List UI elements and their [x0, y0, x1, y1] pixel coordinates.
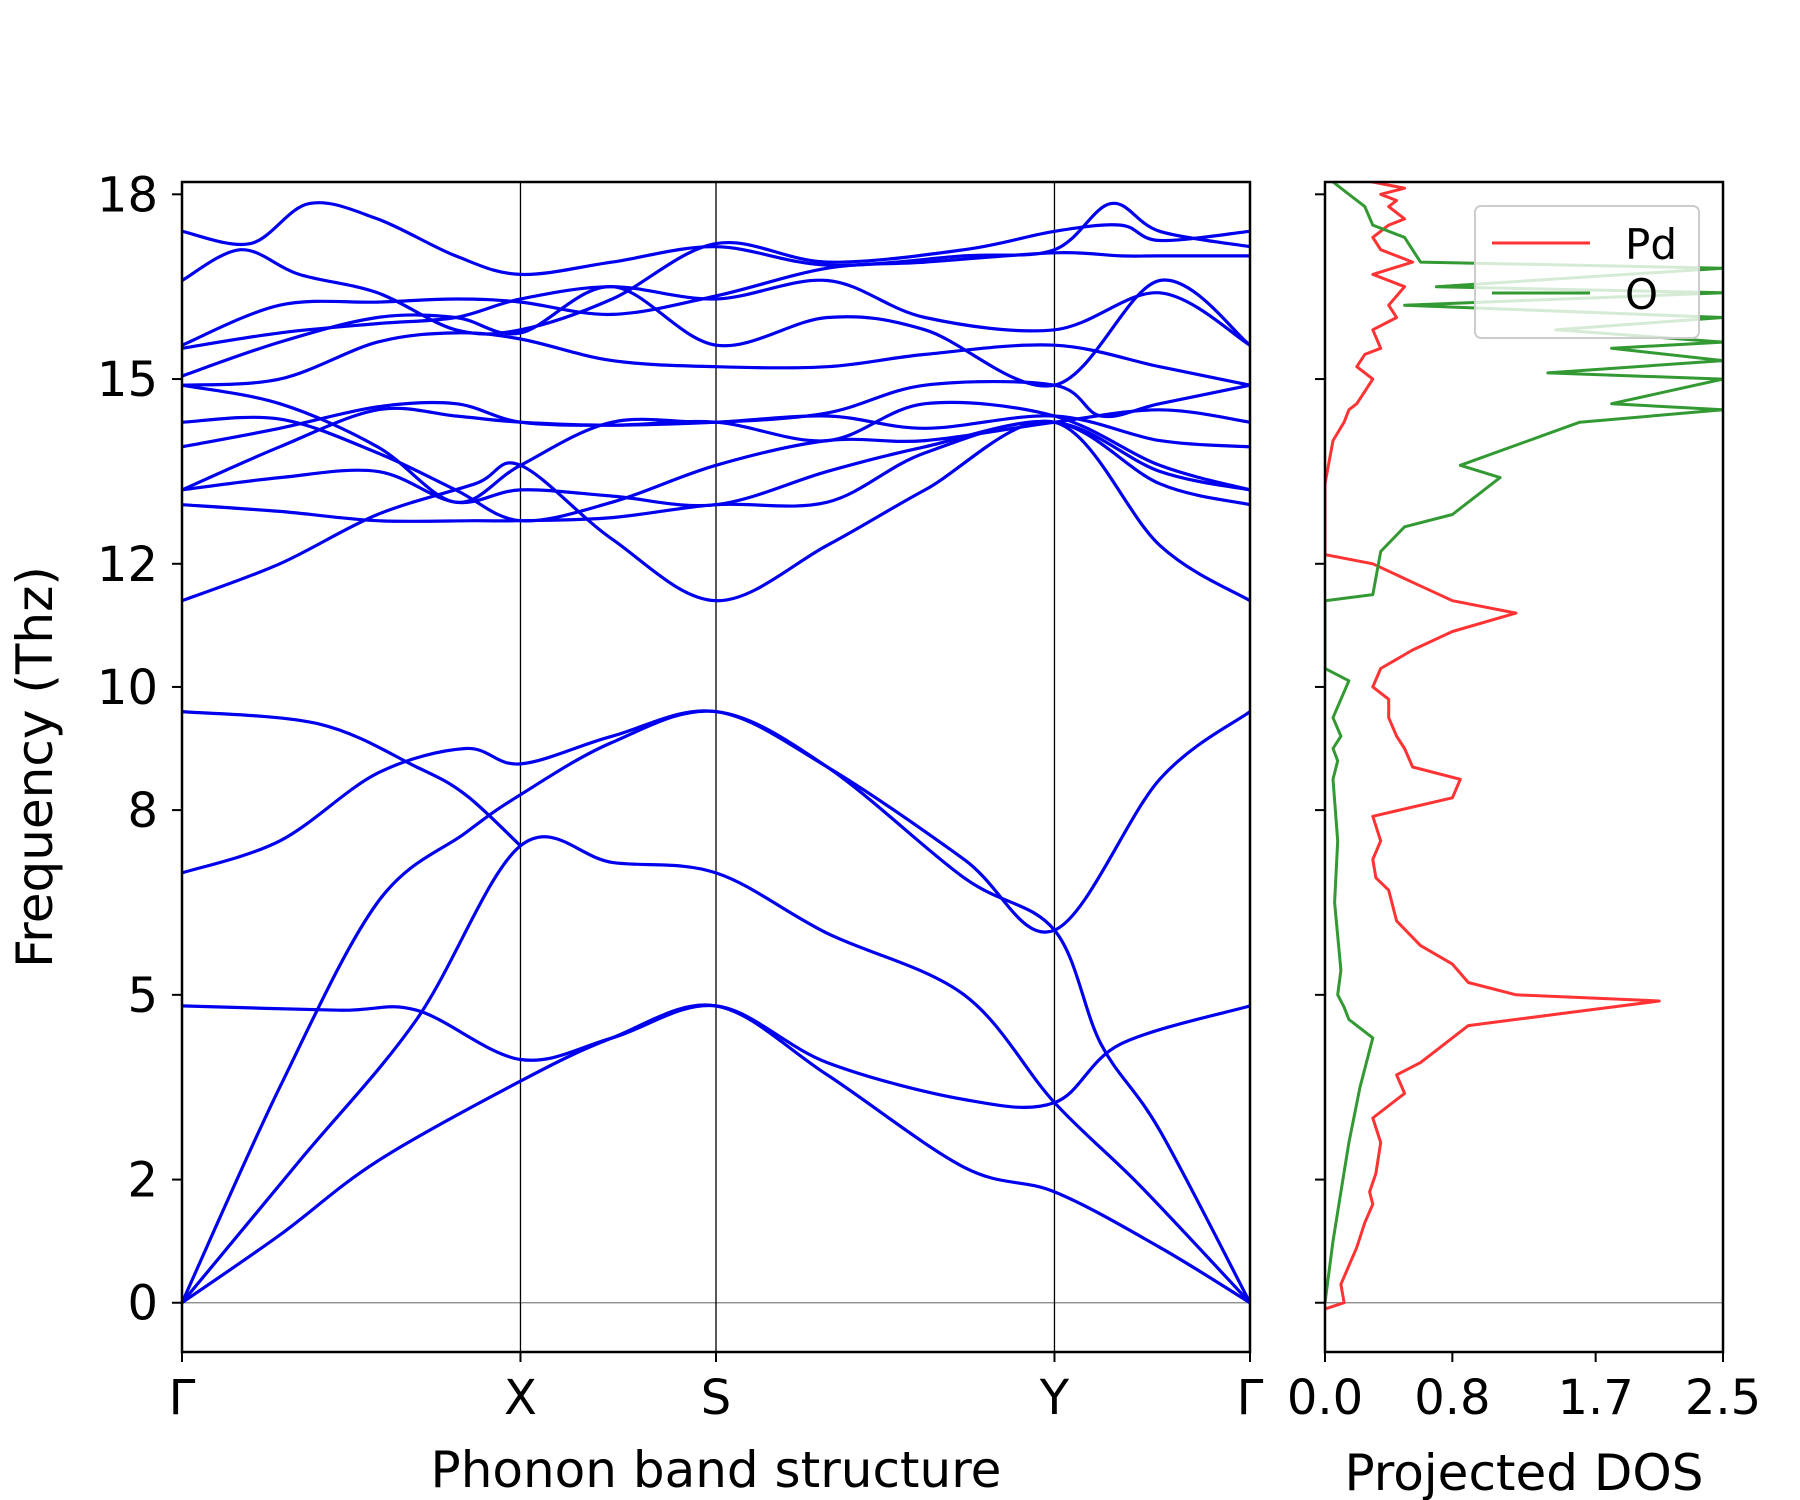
- band-ytick-label: 15: [97, 352, 158, 408]
- band-lines: [180, 201, 1252, 1305]
- band-line-2: [180, 835, 1252, 1304]
- band-line-14: [181, 331, 1251, 387]
- kpoint-label: S: [701, 1370, 731, 1426]
- legend-label-o: O: [1625, 270, 1658, 319]
- band-line-4: [181, 1003, 1251, 1110]
- band-ytick-label: 18: [97, 167, 158, 223]
- band-ytick-label: 0: [127, 1276, 158, 1332]
- legend-frame: [1474, 205, 1700, 339]
- high-symmetry-lines: [519, 182, 1056, 1352]
- band-line-6: [181, 710, 522, 847]
- kpoint-label: X: [504, 1370, 537, 1426]
- dos-axes-frame: [1323, 180, 1725, 1354]
- band-y-ticks: 0 2 5 8 10 12 15 18: [97, 167, 182, 1332]
- kpoint-label: Γ: [169, 1370, 196, 1426]
- band-line-19: [181, 201, 1251, 277]
- dos-xtick-label: 1.7: [1557, 1370, 1633, 1426]
- band-line-18: [181, 223, 1251, 336]
- band-ytick-label: 5: [127, 968, 158, 1024]
- dos-xtick-label: 0.0: [1287, 1370, 1363, 1426]
- dos-lines: [1325, 182, 1723, 1311]
- dos-xlabel: Projected DOS: [1344, 1444, 1703, 1500]
- band-ylabel: Frequency (Thz): [6, 566, 64, 968]
- dos-xtick-label: 0.8: [1414, 1370, 1490, 1426]
- band-line-16: [181, 278, 1251, 388]
- band-xlabel: Phonon band structure: [431, 1441, 1002, 1499]
- legend-label-pd: Pd: [1625, 220, 1677, 269]
- band-line-12: [181, 408, 1251, 523]
- band-panel: 0 2 5 8 10 12 15 18 Γ X S Y Γ Phonon band structure…: [6, 167, 1264, 1499]
- dos-line-pd: [1325, 182, 1661, 1311]
- dos-line-o: [1325, 182, 1723, 1303]
- band-line-17: [181, 251, 1250, 347]
- kpoint-label: Γ: [1237, 1370, 1264, 1426]
- kpoint-label: Y: [1039, 1370, 1070, 1426]
- band-ytick-label: 12: [97, 537, 158, 593]
- dos-xtick-label: 2.5: [1685, 1370, 1761, 1426]
- band-ytick-label: 10: [97, 660, 158, 716]
- band-line-13: [181, 379, 1251, 504]
- dos-x-ticks: 0.0 0.8 1.7 2.5: [1287, 1352, 1761, 1426]
- dos-panel: 0.0 0.8 1.7 2.5 Projected DOS Pd O: [1287, 180, 1761, 1500]
- band-line-9: [181, 420, 1251, 508]
- dos-y-ticks: [1315, 193, 1325, 1304]
- band-ytick-label: 8: [127, 783, 158, 839]
- band-line-7: [181, 419, 1251, 603]
- dos-legend: Pd O: [1474, 205, 1700, 339]
- band-line-5: [181, 709, 1251, 934]
- band-ytick-label: 2: [127, 1153, 158, 1209]
